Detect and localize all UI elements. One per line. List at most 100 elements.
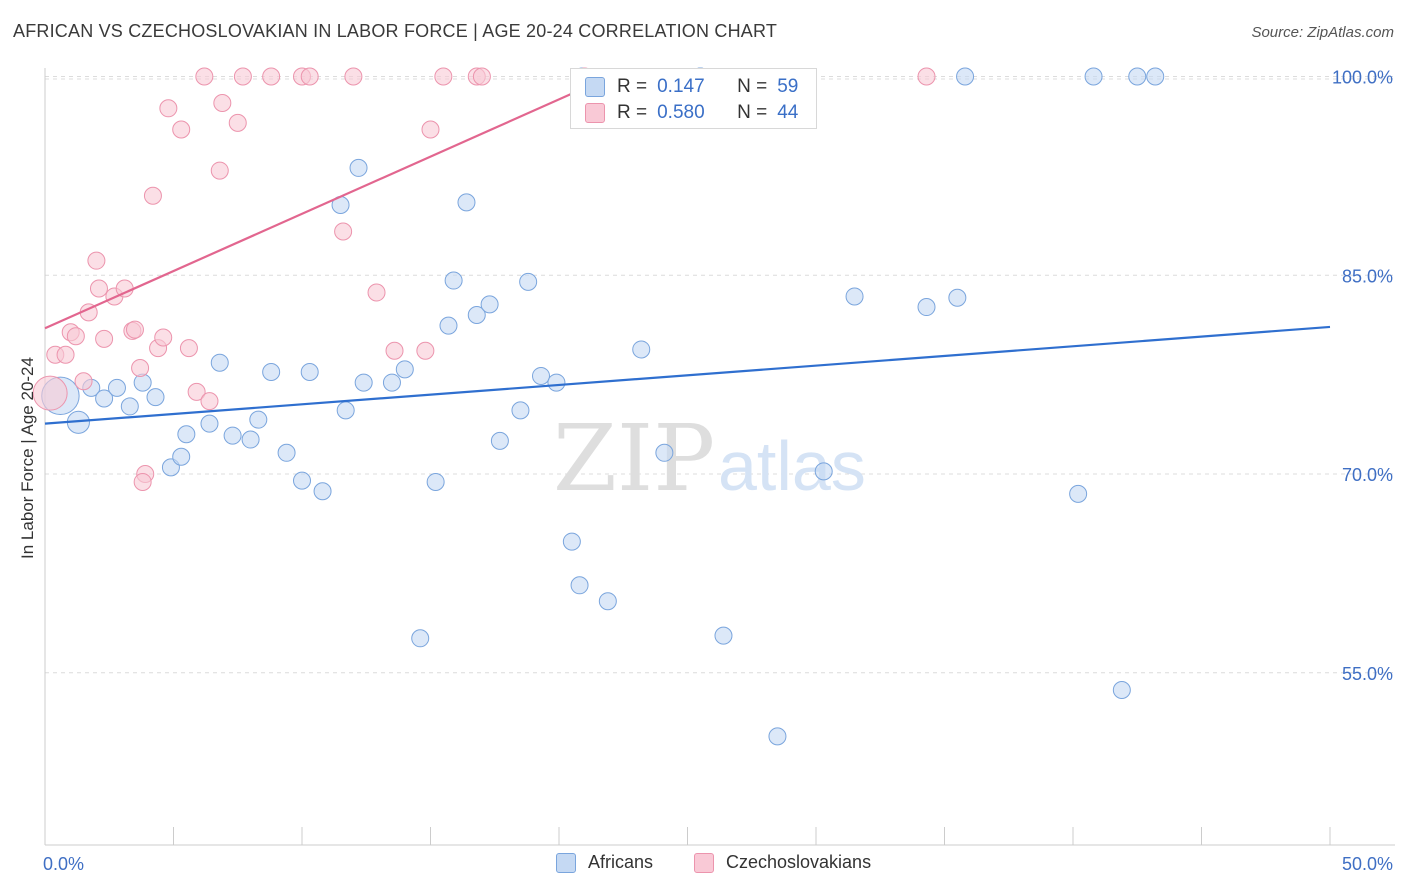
africans-point — [439, 316, 458, 335]
czech-point — [143, 186, 162, 205]
africans-point — [95, 389, 114, 408]
africans-point — [349, 158, 368, 177]
czech-point — [187, 382, 206, 401]
africans-point — [632, 340, 651, 359]
czech-point — [66, 327, 85, 346]
africans-point — [714, 626, 733, 645]
czech-point — [125, 320, 144, 339]
africans-point — [1128, 67, 1147, 86]
africans-point — [411, 629, 430, 648]
axes — [44, 68, 1395, 846]
legend-row-czechoslovakians: R = 0.580 N = 44 — [585, 101, 798, 125]
correlation-legend: R = 0.147 N = 59 R = 0.580 N = 44 — [570, 68, 817, 129]
czech-point — [159, 99, 178, 118]
legend-r-value: 0.580 — [657, 102, 705, 123]
africans-point — [956, 67, 975, 86]
africans-point — [210, 353, 229, 372]
africans-point — [1112, 680, 1131, 699]
czech-point — [89, 279, 108, 298]
africans-point — [277, 443, 296, 462]
czech-point — [210, 161, 229, 180]
africans-point — [768, 727, 787, 746]
africans-point — [562, 532, 581, 551]
africans-point — [845, 287, 864, 306]
africans-point — [172, 447, 191, 466]
czech-trend-line — [44, 75, 611, 330]
watermark-zip: ZIP — [553, 405, 715, 512]
czech-point — [421, 120, 440, 139]
africans-point — [1084, 67, 1103, 86]
x-tick-label: 0.0% — [43, 854, 84, 874]
africans-point — [511, 401, 530, 420]
czech-point — [344, 67, 363, 86]
africans-point — [354, 373, 373, 392]
africans-point — [241, 430, 260, 449]
series-czechoslovakians — [32, 67, 936, 491]
y-tick-label: 100.0% — [1332, 68, 1393, 88]
czech-point — [416, 341, 435, 360]
czechoslovakians-label: Czechoslovakians — [726, 852, 872, 872]
czech-point — [233, 67, 252, 86]
czech-point — [262, 67, 281, 86]
africans-point — [444, 271, 463, 290]
africans-point — [262, 362, 281, 381]
chart-title: AFRICAN VS CZECHOSLOVAKIAN IN LABOR FORC… — [13, 21, 778, 41]
legend-swatch-czechoslovakians — [585, 103, 605, 123]
africans-point — [395, 360, 414, 379]
czech-point — [95, 329, 114, 348]
africans-point — [300, 362, 319, 381]
africans-point — [457, 193, 476, 212]
africans-point — [948, 288, 967, 307]
africans-point — [532, 366, 551, 385]
africans-point — [547, 373, 566, 392]
africans-point — [120, 397, 139, 416]
x-tick-label: 50.0% — [1342, 854, 1393, 874]
czech-point — [56, 345, 75, 364]
legend-n-value: 59 — [777, 76, 799, 97]
africans-point — [200, 414, 219, 433]
africans-point — [249, 410, 268, 429]
legend-row-africans: R = 0.147 N = 59 — [585, 75, 798, 99]
africans-point — [177, 425, 196, 444]
legend-n-value: 44 — [777, 102, 799, 123]
czech-point — [385, 341, 404, 360]
watermark: ZIP atlas — [553, 405, 866, 512]
africans-point — [598, 592, 617, 611]
legend-r-label: R = — [617, 102, 648, 123]
legend-swatch-africans — [585, 77, 605, 97]
source-label: Source: ZipAtlas.com — [1251, 24, 1394, 41]
legend-n-label: N = — [737, 102, 768, 123]
czech-point — [434, 67, 453, 86]
africans-point — [107, 378, 126, 397]
czechoslovakians-swatch — [694, 852, 714, 873]
czech-point — [472, 67, 491, 86]
czech-point — [154, 328, 173, 347]
legend-r-value: 0.147 — [657, 76, 705, 97]
czech-point — [213, 94, 232, 112]
africans-point — [1069, 484, 1088, 503]
czech-point — [195, 67, 214, 86]
y-axis-title: In Labor Force | Age 20-24 — [18, 357, 37, 559]
czech-point — [300, 67, 319, 86]
africans-point — [1146, 67, 1165, 86]
y-tick-label: 55.0% — [1342, 664, 1393, 684]
africans-trend-line — [44, 325, 1331, 425]
y-tick-label: 85.0% — [1342, 266, 1393, 286]
czech-point — [131, 359, 150, 377]
czech-point — [367, 283, 386, 302]
czech-point — [917, 67, 936, 86]
bottom-legend-africans: Africans — [556, 852, 653, 873]
africans-point — [467, 306, 486, 324]
tick-labels: 55.0% 70.0% 85.0% 100.0% 0.0% 50.0% — [43, 68, 1393, 875]
czech-point — [172, 120, 191, 139]
czech-point — [334, 222, 353, 241]
africans-point — [490, 431, 509, 450]
africans-point — [293, 471, 311, 490]
africans-point — [313, 482, 332, 501]
czech-point — [87, 251, 106, 270]
africans-point — [480, 295, 499, 314]
africans-point — [519, 272, 538, 291]
africans-point — [570, 576, 589, 595]
africans-point — [655, 443, 674, 462]
